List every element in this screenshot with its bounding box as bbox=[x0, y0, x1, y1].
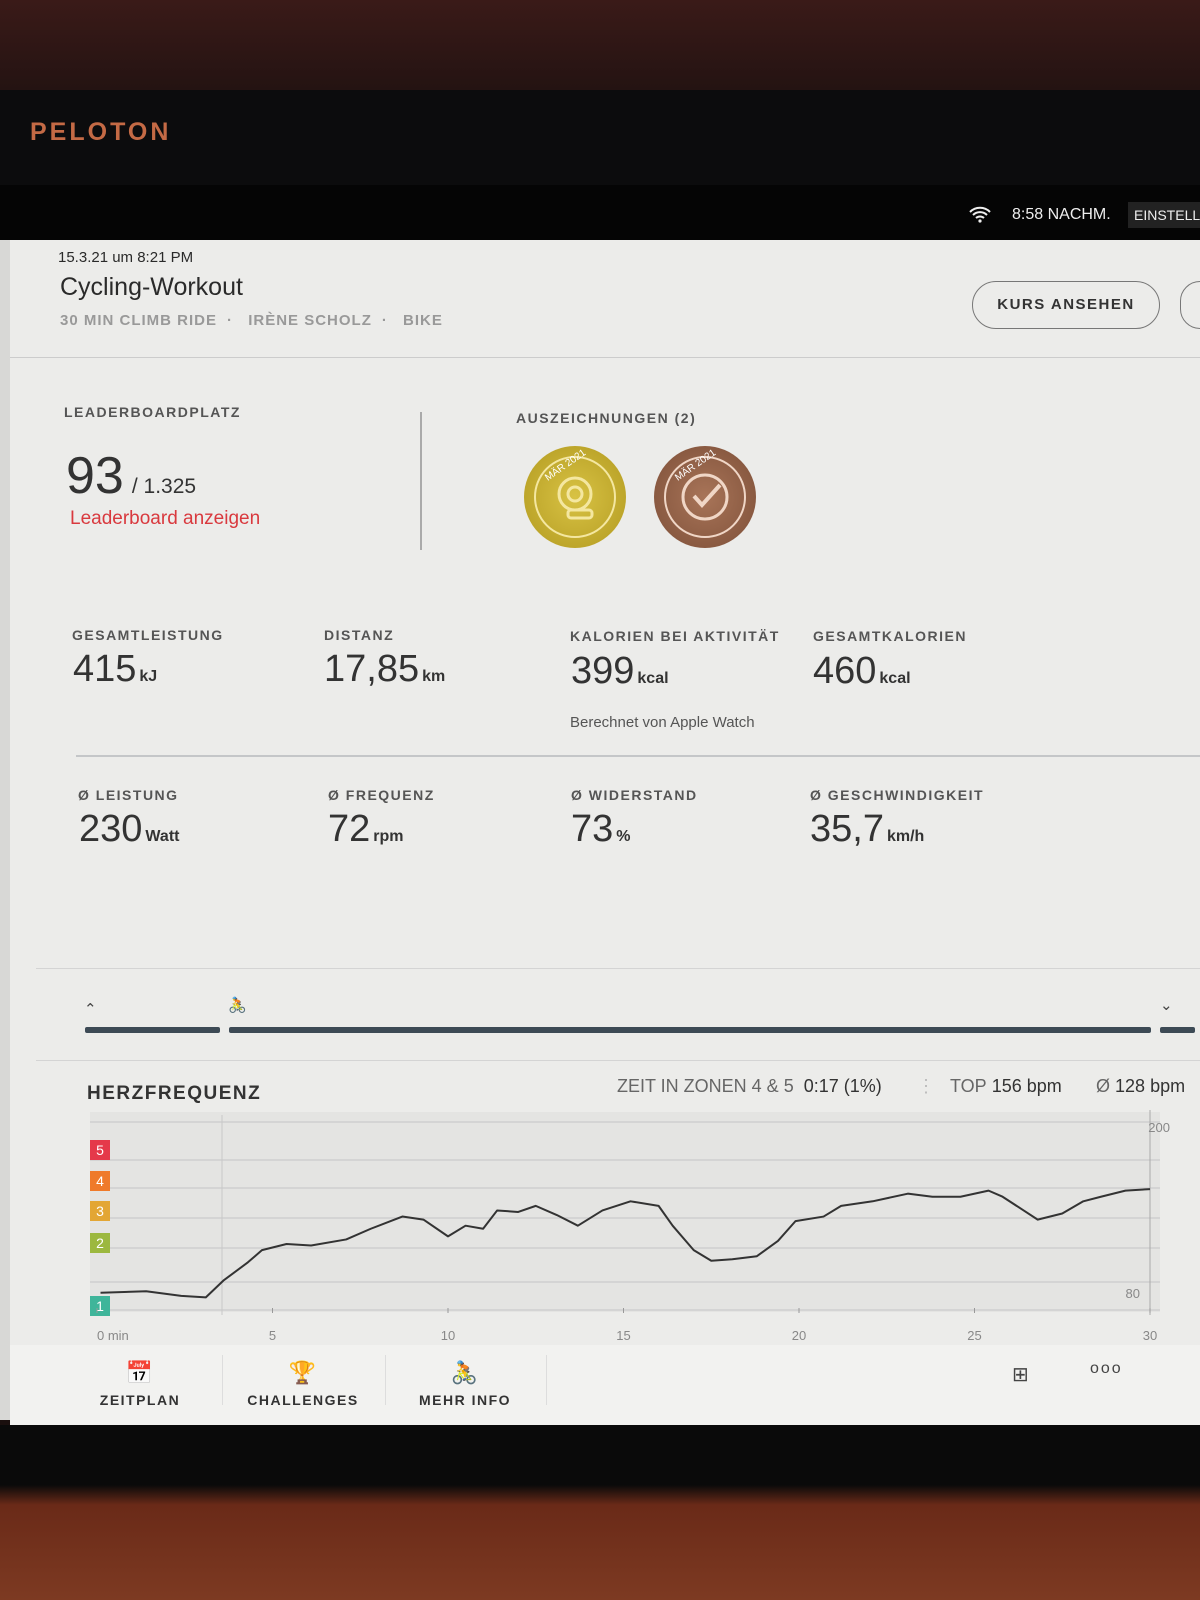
metric-active-calories: 399 kcal bbox=[571, 650, 669, 692]
divider bbox=[36, 1060, 1200, 1061]
separator: · bbox=[227, 312, 234, 329]
divider bbox=[222, 1355, 223, 1405]
brand-bar bbox=[0, 90, 1200, 185]
device-bezel-bottom bbox=[0, 1425, 1200, 1600]
zone-time: ZEIT IN ZONEN 4 & 5 0:17 (1%) bbox=[617, 1076, 882, 1096]
metric-label: Ø FREQUENZ bbox=[328, 787, 435, 803]
cyclist-icon: 🚴 bbox=[228, 997, 247, 1014]
rank-value: 93 bbox=[66, 447, 124, 505]
page-title: Cycling-Workout bbox=[60, 273, 243, 301]
divider bbox=[420, 412, 422, 550]
workout-date: 15.3.21 um 8:21 PM bbox=[58, 249, 194, 266]
metric-label: Ø LEISTUNG bbox=[78, 787, 179, 803]
add-to-stack-icon[interactable]: ⊞ bbox=[1012, 1364, 1029, 1386]
instructor-name[interactable]: IRÈNE SCHOLZ bbox=[248, 312, 372, 329]
divider bbox=[76, 755, 1200, 757]
calendar-icon: 📅 bbox=[125, 1360, 155, 1385]
wifi-icon bbox=[969, 206, 991, 223]
avg-heart-rate: Ø 128 bpm bbox=[1096, 1076, 1186, 1096]
heart-rate-title: HERZFREQUENZ bbox=[87, 1083, 262, 1104]
avg-cadence: 72 rpm bbox=[328, 808, 404, 850]
device-type: BIKE bbox=[403, 312, 443, 329]
nav-schedule[interactable]: 📅 ZEITPLAN bbox=[65, 1360, 215, 1408]
metric-label: Ø WIDERSTAND bbox=[571, 787, 698, 803]
trophy-icon: 🏆 bbox=[288, 1360, 318, 1385]
status-bar: 8:58 NACHM. EINSTELL bbox=[0, 185, 1200, 240]
cyclist-icon: 🚴 bbox=[450, 1360, 480, 1385]
rank-total: / 1.325 bbox=[131, 475, 197, 498]
top-heart-rate: TOP 156 bpm bbox=[950, 1076, 1062, 1096]
award-badge-check[interactable]: MÄR 2021 bbox=[654, 446, 756, 548]
segment-cooldown bbox=[1160, 1027, 1195, 1033]
leaderboard-rank: 93 / 1.325 bbox=[66, 446, 196, 506]
metric-label: GESAMTKALORIEN bbox=[813, 628, 967, 644]
leaderboard-label: LEADERBOARDPLATZ bbox=[64, 404, 241, 420]
metric-label: KALORIEN BEI AKTIVITÄT bbox=[570, 628, 780, 644]
bottom-nav bbox=[10, 1345, 1200, 1425]
metric-label: DISTANZ bbox=[324, 627, 395, 643]
class-meta: 30 MIN CLIMB RIDE · IRÈNE SCHOLZ · BIKE bbox=[60, 312, 453, 329]
check-icon bbox=[664, 456, 746, 538]
clock: 8:58 NACHM. bbox=[1012, 206, 1111, 223]
class-name: 30 MIN CLIMB RIDE bbox=[60, 312, 218, 329]
metric-total-output: 415 kJ bbox=[73, 648, 158, 690]
avg-resistance: 73% bbox=[571, 808, 631, 850]
nav-challenges[interactable]: 🏆 CHALLENGES bbox=[228, 1360, 378, 1408]
more-options-icon[interactable]: ooo bbox=[1090, 1360, 1123, 1377]
calorie-source-note: Berechnet von Apple Watch bbox=[570, 714, 755, 731]
metric-label: GESAMTLEISTUNG bbox=[72, 627, 224, 643]
divider bbox=[546, 1355, 547, 1405]
divider bbox=[36, 968, 1200, 969]
nav-more-info[interactable]: 🚴 MEHR INFO bbox=[390, 1360, 540, 1408]
segment-warmup bbox=[85, 1027, 220, 1033]
metric-label: Ø GESCHWINDIGKEIT bbox=[810, 787, 985, 803]
sidebar-edge bbox=[0, 240, 10, 1420]
divider bbox=[10, 357, 1200, 358]
device-bezel-top bbox=[0, 0, 1200, 90]
tap-icon bbox=[534, 456, 616, 538]
avg-output: 230 Watt bbox=[79, 808, 180, 850]
awards-label: AUSZEICHNUNGEN (2) bbox=[516, 410, 697, 426]
metric-total-calories: 460 kcal bbox=[813, 650, 911, 692]
avg-speed: 35,7 km/h bbox=[810, 808, 925, 850]
segment-main bbox=[229, 1027, 1151, 1033]
chevron-up-icon[interactable]: ⌃ bbox=[84, 1001, 97, 1018]
separator: · bbox=[381, 312, 388, 329]
peloton-logo: PELOTON bbox=[30, 118, 172, 146]
leaderboard-link[interactable]: Leaderboard anzeigen bbox=[70, 508, 261, 529]
separator: ⋮ bbox=[917, 1076, 935, 1096]
award-badge-tap[interactable]: MÄR 2021 bbox=[524, 446, 626, 548]
settings-button[interactable]: EINSTELL bbox=[1128, 202, 1200, 228]
metric-distance: 17,85 km bbox=[324, 648, 446, 690]
chevron-down-icon[interactable]: ⌄ bbox=[1160, 997, 1173, 1014]
divider bbox=[385, 1355, 386, 1405]
view-class-button[interactable]: KURS ANSEHEN bbox=[972, 281, 1160, 329]
